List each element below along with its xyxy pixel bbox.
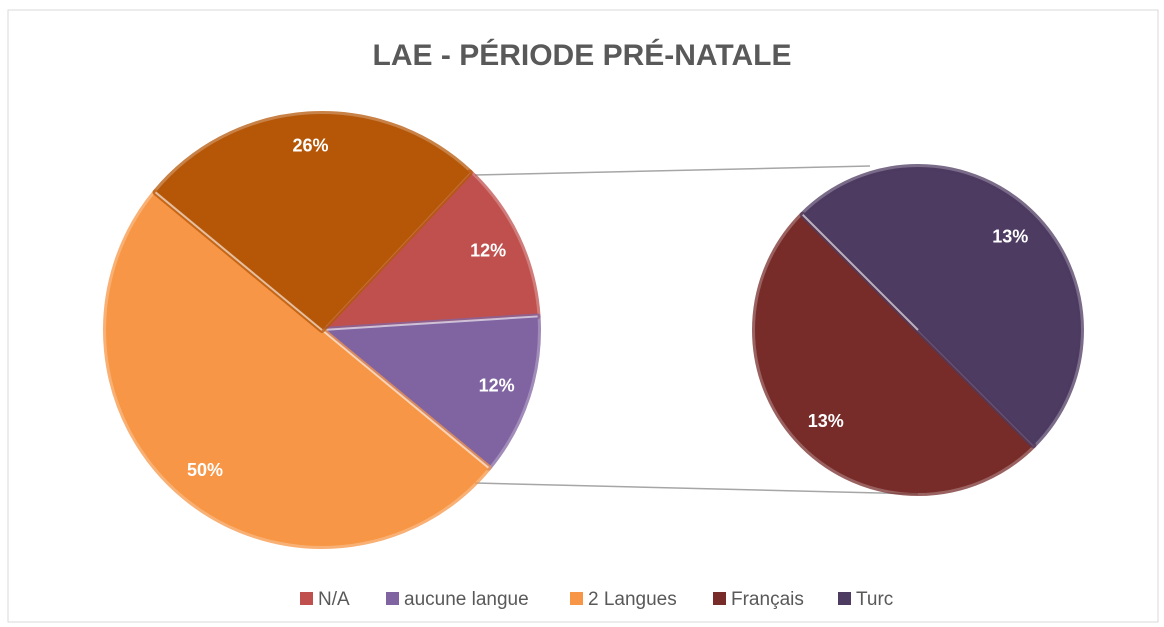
slice-separator — [321, 315, 538, 331]
legend-swatch — [386, 592, 399, 605]
legend-label: 2 Langues — [588, 589, 677, 610]
pie-slice — [799, 164, 1084, 449]
connector-line — [474, 482, 919, 495]
legend-swatch — [713, 592, 726, 605]
legend-label: Turc — [856, 589, 893, 610]
chart-title: LAE - PÉRIODE PRÉ-NATALE — [373, 38, 792, 72]
legend-label: aucune langue — [404, 589, 529, 610]
pie-slice — [319, 169, 541, 333]
pie-slice — [319, 313, 541, 471]
data-label: 50% — [187, 460, 223, 480]
data-label: 13% — [808, 411, 844, 431]
data-label: 12% — [479, 375, 515, 395]
data-label: 12% — [470, 241, 506, 261]
data-label: 26% — [292, 136, 328, 156]
legend-swatch — [838, 592, 851, 605]
slice-separator — [802, 214, 919, 331]
legend-label: Français — [731, 589, 804, 610]
pie-slice — [752, 211, 1037, 496]
slice-separator — [321, 329, 490, 469]
data-label: 13% — [992, 227, 1028, 247]
legend-label: N/A — [318, 589, 350, 610]
pie-slice — [152, 111, 473, 333]
connector-line — [474, 165, 871, 176]
pie-slice — [103, 189, 492, 549]
legend-swatch — [300, 592, 313, 605]
legend-swatch — [570, 592, 583, 605]
slice-separator — [154, 191, 323, 331]
